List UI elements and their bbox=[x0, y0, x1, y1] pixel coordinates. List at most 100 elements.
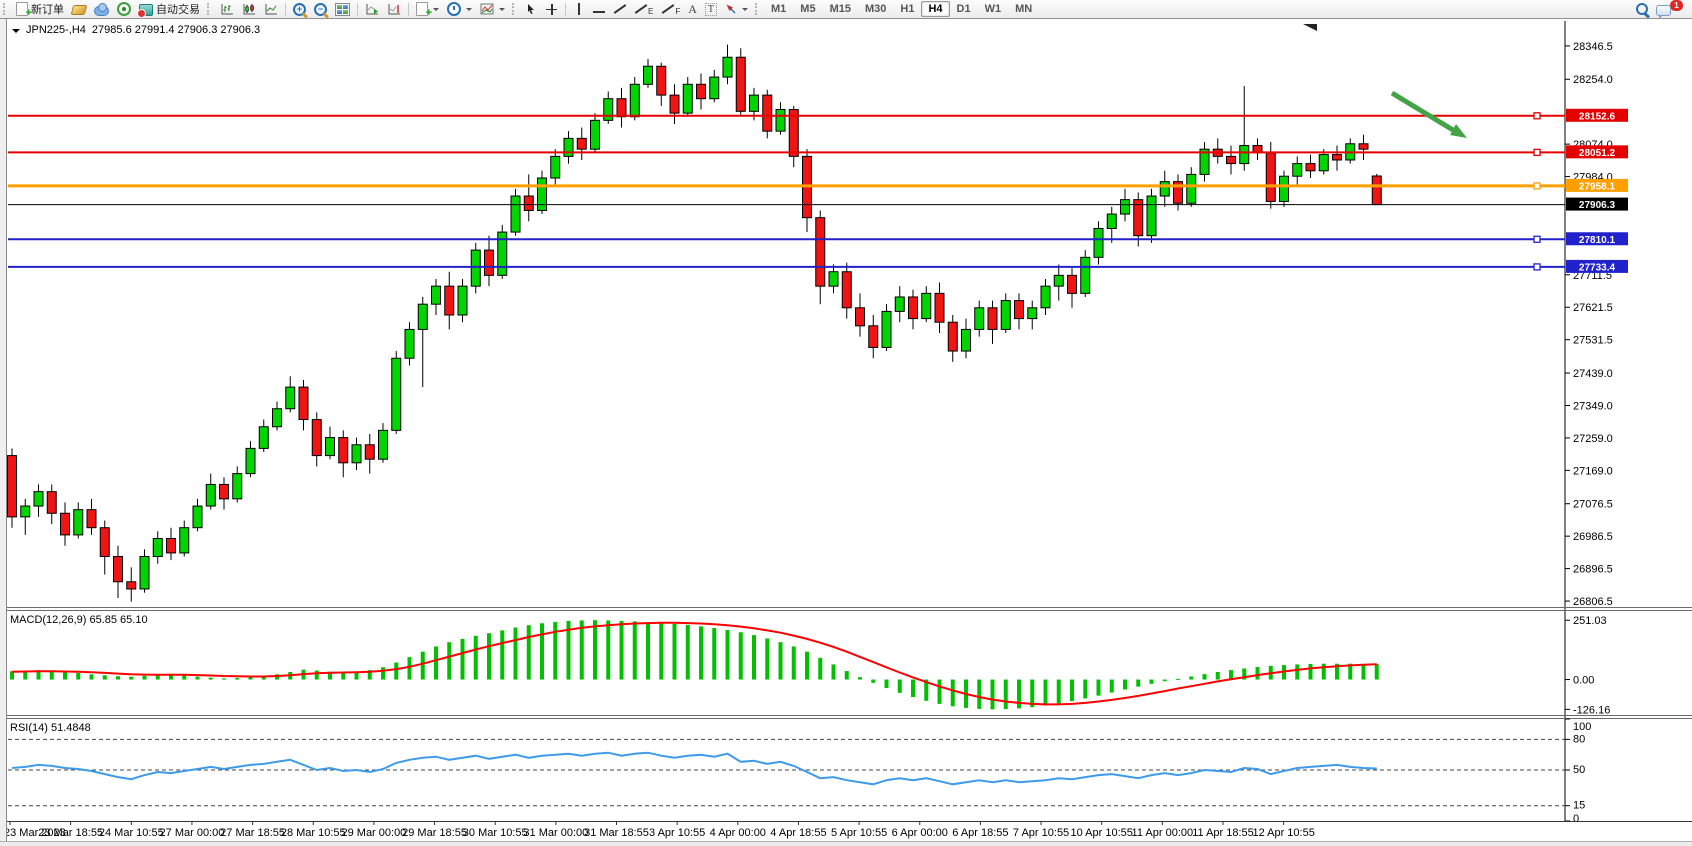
chart-line-button[interactable] bbox=[260, 1, 282, 17]
text-label-icon: T bbox=[704, 2, 718, 16]
price-line-label: 27906.3 bbox=[1579, 200, 1616, 211]
timeframe-button-M15[interactable]: M15 bbox=[823, 1, 858, 17]
timeframe-button-M30[interactable]: M30 bbox=[858, 1, 893, 17]
timeframe-button-W1[interactable]: W1 bbox=[978, 1, 1009, 17]
chart-bottom-border bbox=[0, 841, 1692, 846]
time-tick-label: 10 Apr 10:55 bbox=[1071, 827, 1133, 839]
zoom-in-button[interactable]: + bbox=[289, 1, 310, 17]
new-chart-icon bbox=[416, 2, 432, 19]
price-line-label-box bbox=[1566, 178, 1628, 192]
community-button[interactable] bbox=[90, 1, 113, 17]
hline-28152.6[interactable]: 28152.6 bbox=[8, 108, 1628, 123]
new-chart-button[interactable] bbox=[412, 1, 443, 19]
vertical-line-icon bbox=[578, 3, 580, 15]
notifications-button[interactable]: 1 bbox=[1652, 0, 1688, 19]
time-tick-label: 29 Mar 18:55 bbox=[402, 827, 467, 839]
hline-27958.1[interactable]: 27958.1 bbox=[8, 178, 1628, 193]
hline-28051.2[interactable]: 28051.2 bbox=[8, 145, 1628, 159]
timeframe-button-MN[interactable]: MN bbox=[1008, 1, 1039, 17]
auto-scroll-button[interactable] bbox=[361, 1, 383, 17]
toolbar-separator bbox=[285, 2, 286, 16]
time-tick-label: 3 Apr 10:55 bbox=[649, 827, 705, 839]
current-price-line[interactable]: 27906.3 bbox=[8, 197, 1628, 212]
toolbar-drag-handle[interactable] bbox=[755, 3, 760, 15]
time-tick-label: 23 Mar 2023 bbox=[4, 827, 66, 839]
hline-27810.1[interactable]: 27810.1 bbox=[8, 232, 1628, 246]
auto-trading-icon bbox=[137, 3, 153, 18]
trendline-tool-button[interactable] bbox=[609, 1, 630, 17]
time-tick-label: 7 Apr 10:55 bbox=[1013, 827, 1069, 839]
hline-27733.4[interactable]: 27733.4 bbox=[8, 259, 1628, 274]
timeframe-button-H4[interactable]: H4 bbox=[921, 1, 950, 17]
trendline-icon bbox=[613, 3, 626, 15]
channel-icon bbox=[634, 3, 647, 15]
signals-button[interactable] bbox=[113, 1, 135, 17]
toolbar-drag-handle[interactable] bbox=[3, 3, 8, 15]
chart-candles-button[interactable] bbox=[238, 1, 260, 17]
chart-bars-button[interactable] bbox=[216, 1, 238, 17]
time-tick-label: 4 Apr 00:00 bbox=[710, 827, 766, 839]
price-line-label-box bbox=[1566, 197, 1628, 211]
chart-window: JPN225-,H4 27985.6 27991.4 27906.3 27906… bbox=[0, 18, 1692, 846]
indicators-button[interactable] bbox=[476, 1, 509, 17]
auto-trading-label: 自动交易 bbox=[156, 4, 200, 16]
chart-shift-marker[interactable] bbox=[1303, 24, 1317, 31]
price-tick-label: 27531.5 bbox=[1573, 335, 1613, 347]
macd-tick-label: 0.00 bbox=[1573, 675, 1594, 687]
time-tick-label: 30 Mar 10:55 bbox=[463, 827, 528, 839]
fibonacci-tool-button[interactable]: F bbox=[657, 1, 684, 17]
market-watch-button[interactable] bbox=[68, 1, 90, 17]
zoom-in-icon: + bbox=[293, 2, 306, 16]
toolbar-drag-handle[interactable] bbox=[207, 3, 212, 15]
cursor-tool-button[interactable] bbox=[521, 1, 541, 17]
trend-arrow-annotation[interactable] bbox=[1390, 90, 1467, 138]
time-tick-label: 31 Mar 00:00 bbox=[523, 827, 588, 839]
timeframe-button-H1[interactable]: H1 bbox=[893, 1, 921, 17]
new-order-button[interactable]: 新订单 bbox=[12, 1, 68, 19]
search-button[interactable] bbox=[1632, 1, 1652, 17]
time-tick-label: 28 Mar 10:55 bbox=[281, 827, 346, 839]
toolbar-drag-handle[interactable] bbox=[512, 3, 517, 15]
chart-shift-button[interactable] bbox=[383, 1, 405, 17]
one-click-trading-toggle-icon[interactable] bbox=[12, 29, 20, 33]
toolbar-right-group: 1 bbox=[1632, 0, 1692, 19]
crosshair-tool-button[interactable] bbox=[541, 1, 562, 17]
tile-windows-button[interactable] bbox=[331, 1, 354, 17]
chart-canvas[interactable]: 28346.528254.028074.027984.027711.527621… bbox=[0, 19, 1692, 846]
periods-button[interactable] bbox=[443, 1, 476, 17]
chevron-down-icon bbox=[499, 7, 505, 11]
rsi-label: RSI(14) 51.4848 bbox=[10, 722, 91, 734]
time-tick-label: 23 Mar 18:55 bbox=[38, 827, 103, 839]
macd-label: MACD(12,26,9) 65.85 65.10 bbox=[10, 614, 148, 626]
text-tool-button[interactable]: A bbox=[684, 1, 701, 17]
arrows-tool-button[interactable] bbox=[721, 1, 752, 17]
horizontal-line-tool-button[interactable] bbox=[589, 1, 609, 17]
chart-ohlc-readout: 27985.6 27991.4 27906.3 27906.3 bbox=[91, 24, 261, 36]
chevron-down-icon bbox=[466, 7, 472, 11]
auto-trading-button[interactable]: 自动交易 bbox=[135, 1, 204, 18]
price-line-label: 27810.1 bbox=[1579, 235, 1616, 246]
price-line-label-box bbox=[1566, 259, 1628, 273]
price-line-label: 28051.2 bbox=[1579, 148, 1616, 159]
price-tick-label: 27439.0 bbox=[1573, 368, 1613, 380]
fibonacci-icon bbox=[661, 3, 674, 15]
chart-symbol-period: JPN225-,H4 bbox=[26, 24, 86, 36]
price-tick-label: 27349.0 bbox=[1573, 400, 1613, 412]
channel-tool-button[interactable]: E bbox=[630, 1, 657, 17]
price-tick-label: 28254.0 bbox=[1573, 74, 1613, 86]
macd-signal-line bbox=[11, 621, 1377, 706]
timeframe-button-D1[interactable]: D1 bbox=[950, 1, 978, 17]
text-tool-icon: A bbox=[688, 1, 697, 16]
auto-scroll-icon bbox=[366, 4, 378, 15]
time-tick-label: 31 Mar 18:55 bbox=[584, 827, 649, 839]
text-label-tool-button[interactable]: T bbox=[701, 1, 721, 17]
zoom-out-button[interactable]: − bbox=[310, 1, 331, 17]
fibonacci-sub-label: F bbox=[675, 7, 681, 16]
timeframe-button-M5[interactable]: M5 bbox=[793, 1, 822, 17]
macd-panel: MACD(12,26,9) 65.85 65.10 251.03 0.00 -126.… bbox=[10, 614, 1610, 716]
vertical-line-tool-button[interactable] bbox=[569, 1, 589, 17]
chart-shift-icon bbox=[388, 4, 400, 15]
price-tick-label: 26896.5 bbox=[1573, 564, 1613, 576]
timeframe-button-M1[interactable]: M1 bbox=[764, 1, 793, 17]
